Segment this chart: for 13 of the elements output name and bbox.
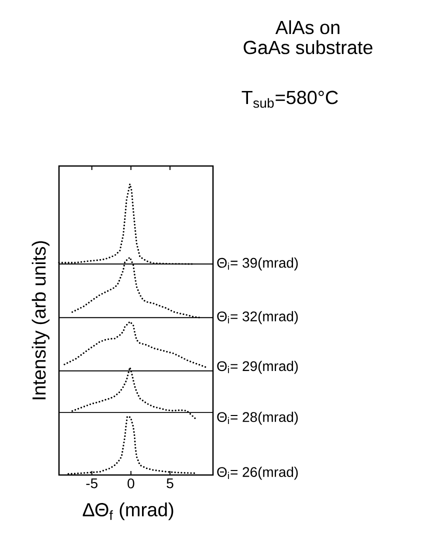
text: AlAs on	[275, 20, 340, 34]
x-tick-label: 0	[128, 478, 134, 488]
text: GaAs substrate	[244, 40, 372, 54]
series-label: Θ$_{i}$= 39(mrad)	[217, 258, 298, 271]
series-label: Θ$_{i}$= 32(mrad)	[217, 311, 298, 324]
y-axis-title: Intensity (arb units)	[32, 241, 50, 400]
text: T$_{sub}$=580°C	[242, 90, 338, 108]
series-label: Θ$_{i}$= 29(mrad)	[217, 360, 298, 374]
x-axis-title: ΔΘ$_{f}$ (mrad)	[82, 502, 174, 520]
x-tick-label: -5	[86, 478, 98, 488]
x-tick-label: 5	[166, 478, 174, 488]
series-label: Θ$_{i}$= 26(mrad)	[217, 466, 298, 480]
series-label: Θ$_{i}$= 28(mrad)	[217, 412, 298, 425]
